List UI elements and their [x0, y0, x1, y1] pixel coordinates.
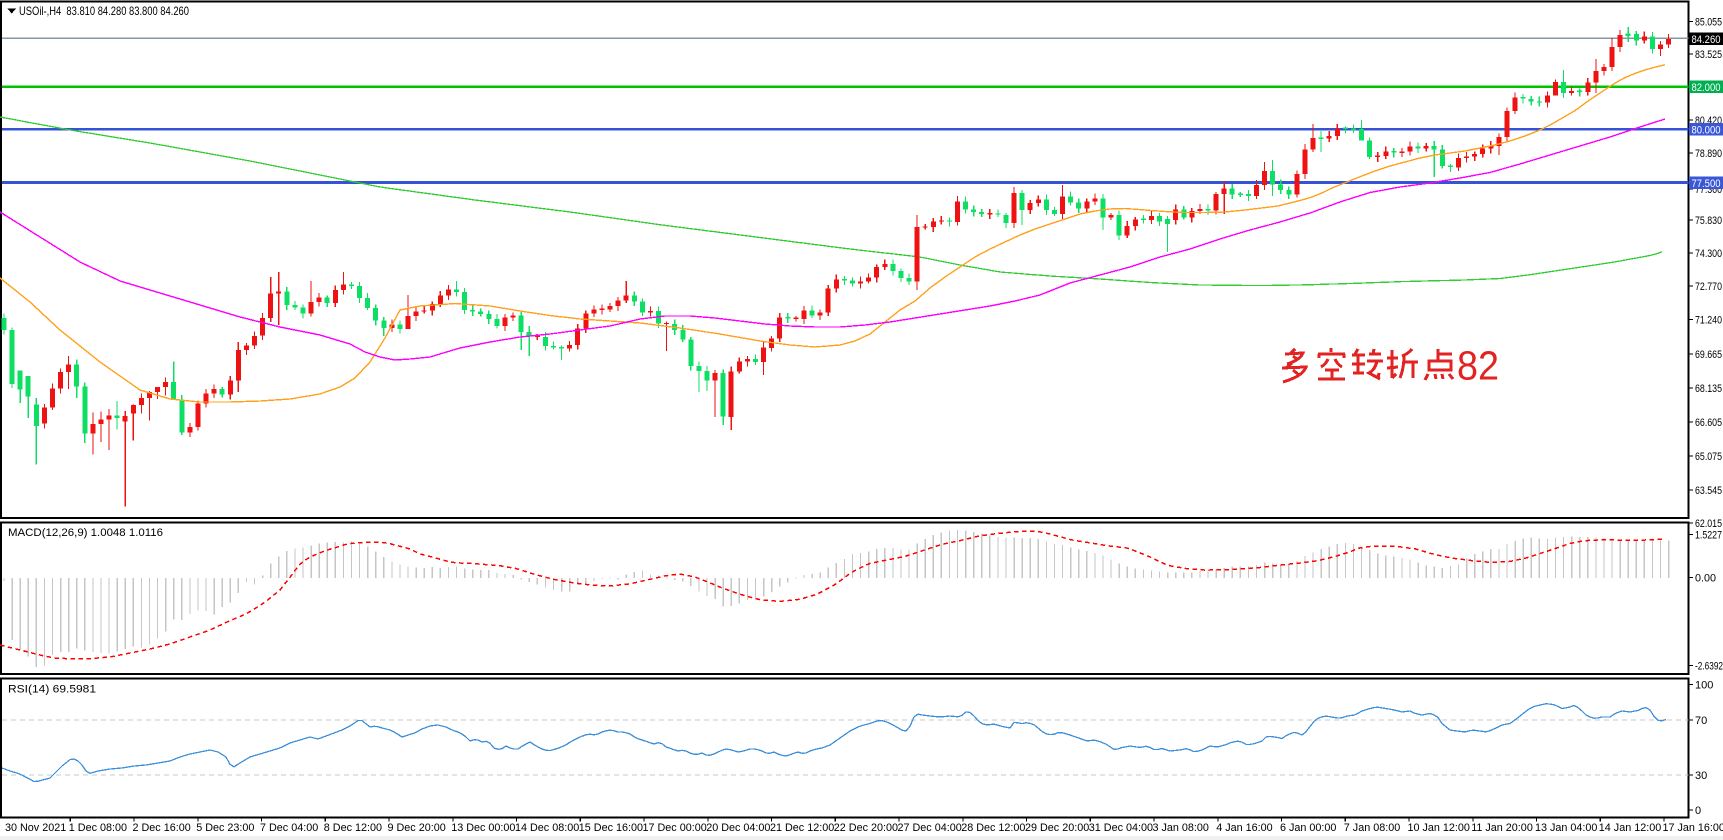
svg-text:82: 82	[1457, 343, 1499, 389]
svg-text:68.135: 68.135	[1695, 383, 1722, 395]
svg-text:27 Dec 04:00: 27 Dec 04:00	[898, 822, 962, 834]
svg-text:1 Dec 08:00: 1 Dec 08:00	[69, 822, 127, 834]
svg-text:17 Jan 16:00: 17 Jan 16:00	[1663, 822, 1723, 834]
svg-text:8 Dec 12:00: 8 Dec 12:00	[324, 822, 382, 834]
svg-text:1.5227: 1.5227	[1695, 530, 1722, 542]
svg-text:4 Jan 16:00: 4 Jan 16:00	[1216, 822, 1272, 834]
svg-text:28 Dec 12:00: 28 Dec 12:00	[961, 822, 1025, 834]
svg-text:7 Dec 04:00: 7 Dec 04:00	[260, 822, 318, 834]
svg-text:20 Dec 04:00: 20 Dec 04:00	[706, 822, 770, 834]
svg-text:78.890: 78.890	[1695, 148, 1722, 160]
svg-text:72.770: 72.770	[1695, 281, 1722, 293]
svg-text:RSI(14) 69.5981: RSI(14) 69.5981	[8, 684, 96, 696]
svg-text:62.015: 62.015	[1695, 518, 1722, 530]
svg-text:80.000: 80.000	[1692, 124, 1721, 136]
svg-text:29 Dec 20:00: 29 Dec 20:00	[1025, 822, 1089, 834]
svg-text:0: 0	[1695, 805, 1701, 817]
svg-text:2 Dec 16:00: 2 Dec 16:00	[133, 822, 191, 834]
svg-text:75.830: 75.830	[1695, 215, 1722, 227]
svg-text:USOil-,H4 83.810 84.280 83.80: USOil-,H4 83.810 84.280 83.800 84.260	[19, 4, 189, 18]
svg-text:84.260: 84.260	[1692, 34, 1721, 46]
svg-text:7 Jan 08:00: 7 Jan 08:00	[1344, 822, 1400, 834]
svg-text:77.500: 77.500	[1692, 178, 1721, 190]
svg-text:3 Jan 08:00: 3 Jan 08:00	[1153, 822, 1209, 834]
svg-text:6 Jan 00:00: 6 Jan 00:00	[1280, 822, 1336, 834]
svg-text:74.300: 74.300	[1695, 248, 1722, 260]
svg-text:83.525: 83.525	[1695, 49, 1722, 61]
svg-text:10 Jan 12:00: 10 Jan 12:00	[1408, 822, 1470, 834]
svg-text:17 Dec 00:00: 17 Dec 00:00	[643, 822, 707, 834]
svg-text:0.00: 0.00	[1695, 573, 1716, 585]
svg-text:65.075: 65.075	[1695, 451, 1722, 463]
svg-text:70: 70	[1695, 715, 1707, 727]
svg-text:MACD(12,26,9) 1.0048 1.0116: MACD(12,26,9) 1.0048 1.0116	[8, 527, 163, 539]
svg-text:9 Dec 20:00: 9 Dec 20:00	[388, 822, 446, 834]
svg-text:69.665: 69.665	[1695, 349, 1722, 361]
svg-text:-2.6392: -2.6392	[1695, 661, 1723, 673]
svg-text:14 Jan 12:00: 14 Jan 12:00	[1599, 822, 1661, 834]
svg-text:100: 100	[1695, 680, 1713, 692]
svg-text:22 Dec 20:00: 22 Dec 20:00	[834, 822, 898, 834]
svg-text:71.240: 71.240	[1695, 315, 1722, 327]
svg-text:30 Nov 2021: 30 Nov 2021	[5, 822, 66, 834]
svg-text:66.605: 66.605	[1695, 417, 1722, 429]
svg-text:11 Jan 20:00: 11 Jan 20:00	[1471, 822, 1533, 834]
svg-text:15 Dec 16:00: 15 Dec 16:00	[579, 822, 643, 834]
svg-text:63.545: 63.545	[1695, 485, 1722, 497]
svg-text:21 Dec 12:00: 21 Dec 12:00	[770, 822, 834, 834]
svg-text:5 Dec 23:00: 5 Dec 23:00	[196, 822, 254, 834]
svg-text:82.000: 82.000	[1692, 82, 1721, 94]
svg-text:31 Dec 04:00: 31 Dec 04:00	[1089, 822, 1153, 834]
svg-text:30: 30	[1695, 770, 1707, 782]
svg-text:13 Dec 00:00: 13 Dec 00:00	[451, 822, 515, 834]
svg-text:14 Dec 08:00: 14 Dec 08:00	[515, 822, 579, 834]
svg-text:85.055: 85.055	[1695, 17, 1722, 29]
svg-text:13 Jan 04:00: 13 Jan 04:00	[1535, 822, 1597, 834]
